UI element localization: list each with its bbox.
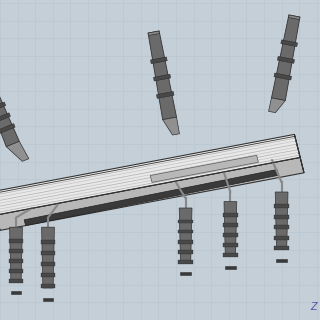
Polygon shape <box>223 223 238 227</box>
Polygon shape <box>224 202 237 256</box>
Polygon shape <box>178 250 193 254</box>
Polygon shape <box>288 15 300 20</box>
Polygon shape <box>42 227 54 288</box>
Polygon shape <box>41 251 55 255</box>
Polygon shape <box>154 74 171 81</box>
Polygon shape <box>275 192 288 250</box>
Polygon shape <box>9 249 23 253</box>
Polygon shape <box>9 259 23 263</box>
Polygon shape <box>11 291 21 294</box>
Polygon shape <box>178 260 193 264</box>
Polygon shape <box>271 15 300 100</box>
Polygon shape <box>43 298 53 301</box>
Polygon shape <box>41 273 55 277</box>
Polygon shape <box>41 284 55 288</box>
Polygon shape <box>150 57 167 64</box>
Polygon shape <box>0 87 19 147</box>
Polygon shape <box>268 98 285 113</box>
Polygon shape <box>178 230 193 234</box>
Polygon shape <box>294 134 304 173</box>
Polygon shape <box>41 240 55 244</box>
Polygon shape <box>41 262 55 266</box>
Polygon shape <box>274 225 289 229</box>
Polygon shape <box>0 124 15 134</box>
Polygon shape <box>274 246 289 250</box>
Polygon shape <box>179 208 192 262</box>
Polygon shape <box>274 236 289 240</box>
Polygon shape <box>9 239 23 243</box>
Polygon shape <box>223 213 238 217</box>
Polygon shape <box>156 92 174 98</box>
Polygon shape <box>178 220 193 223</box>
Polygon shape <box>6 141 29 161</box>
Polygon shape <box>148 31 177 120</box>
Polygon shape <box>24 170 278 226</box>
Polygon shape <box>0 102 6 112</box>
Polygon shape <box>223 233 238 237</box>
Polygon shape <box>0 134 300 215</box>
Polygon shape <box>180 272 191 275</box>
Text: Z: Z <box>310 302 317 312</box>
Polygon shape <box>10 227 22 282</box>
Polygon shape <box>9 279 23 283</box>
Polygon shape <box>148 31 160 36</box>
Polygon shape <box>223 244 238 247</box>
Polygon shape <box>9 269 23 273</box>
Polygon shape <box>0 113 11 123</box>
Polygon shape <box>277 56 294 63</box>
Polygon shape <box>225 266 236 269</box>
Polygon shape <box>274 215 289 219</box>
Polygon shape <box>178 240 193 244</box>
Polygon shape <box>274 204 289 208</box>
Polygon shape <box>150 155 259 182</box>
Polygon shape <box>0 157 304 230</box>
Polygon shape <box>281 40 298 47</box>
Polygon shape <box>163 117 180 135</box>
Polygon shape <box>274 73 292 80</box>
Polygon shape <box>276 259 287 262</box>
Polygon shape <box>223 253 238 257</box>
